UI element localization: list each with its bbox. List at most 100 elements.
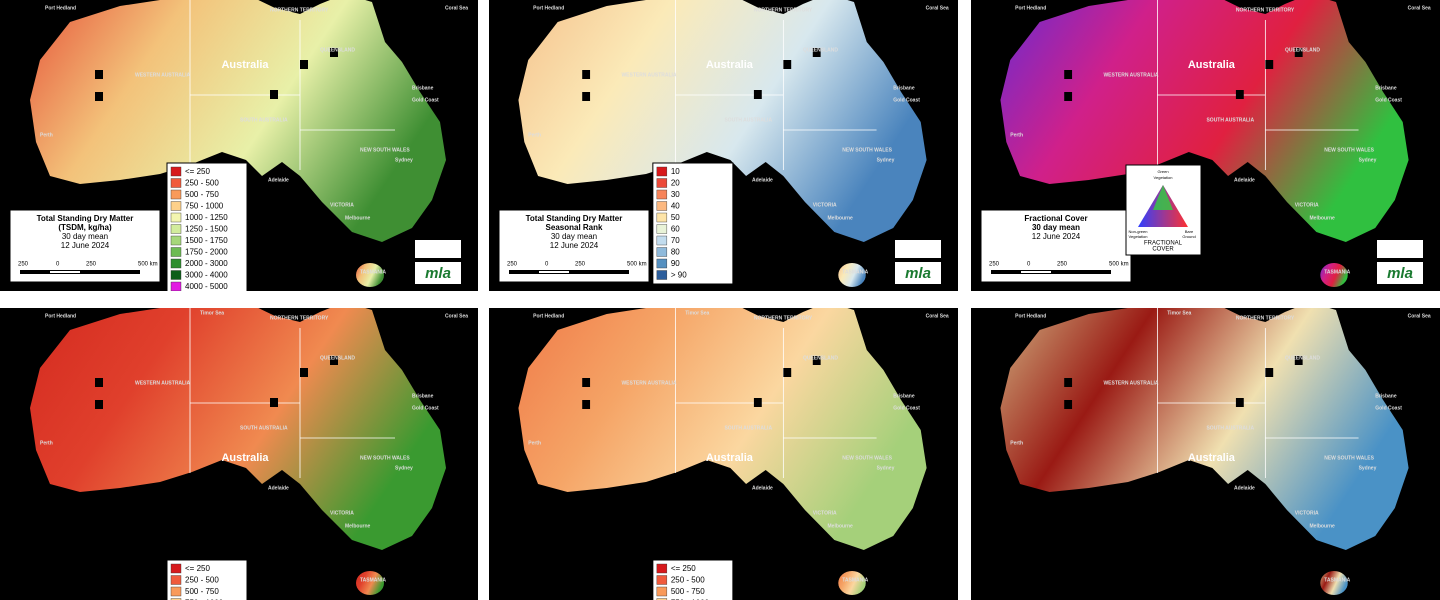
legend-swatch: [170, 201, 182, 211]
title-line: 12 June 2024: [550, 241, 599, 250]
place-label: Perth: [1010, 132, 1023, 138]
data-gap: [300, 60, 308, 69]
legend-swatch: [656, 598, 668, 600]
legend-swatch: [656, 563, 668, 574]
place-label: Port Hedland: [1015, 5, 1046, 11]
place-label: Sydney: [877, 465, 895, 471]
place-label: Brisbane: [412, 393, 434, 399]
data-gap: [1064, 92, 1073, 101]
place-label: Perth: [40, 440, 53, 446]
ternary-label: Bare: [1185, 229, 1194, 234]
place-label: WESTERN AUSTRALIA: [135, 380, 190, 386]
legend-label: 500 - 750: [671, 587, 705, 596]
scale-label: 500 km: [138, 262, 158, 268]
scale-label: 500 km: [1109, 262, 1129, 268]
legend-label: 60: [671, 225, 680, 234]
place-label: SOUTH AUSTRALIA: [1206, 425, 1254, 431]
ternary-label: Vegetation: [1154, 175, 1173, 180]
scale-label: 500 km: [627, 262, 647, 268]
data-gap: [1235, 90, 1244, 99]
place-label: Perth: [40, 132, 53, 138]
logo-box: [415, 262, 461, 284]
data-gap: [582, 378, 591, 387]
legend-label: 750 - 1000: [671, 599, 710, 600]
place-label: SOUTH AUSTRALIA: [240, 117, 288, 123]
legend-label: <= 250: [185, 167, 210, 176]
scale-bar-seg: [1021, 271, 1051, 273]
place-label: Melbourne: [1310, 523, 1335, 529]
place-label: Perth: [528, 440, 541, 446]
land: [30, 0, 446, 242]
place-label: Sydney: [1359, 465, 1377, 471]
place-label: QUEENSLAND: [1285, 47, 1320, 53]
place-label: QUEENSLAND: [320, 355, 355, 361]
data-gap: [1235, 398, 1244, 407]
legend-swatch: [656, 575, 668, 585]
logo-box: [1377, 240, 1423, 258]
place-label: SOUTH AUSTRALIA: [724, 117, 772, 123]
map: [30, 0, 446, 287]
legend-label: 70: [671, 236, 680, 245]
place-label: Adelaide: [752, 485, 773, 491]
place-label: VICTORIA: [330, 510, 354, 516]
data-gap: [270, 398, 278, 407]
land: [1000, 0, 1409, 242]
place-label: NORTHERN TERRITORY: [1236, 7, 1295, 13]
country-label: Australia: [706, 59, 754, 71]
place-label: Adelaide: [752, 177, 773, 183]
legend-swatch: [656, 247, 668, 257]
place-label: NEW SOUTH WALES: [360, 147, 410, 153]
data-gap: [1064, 400, 1073, 409]
place-label: Port Hedland: [45, 313, 76, 319]
place-label: Brisbane: [893, 393, 915, 399]
place-label: Gold Coast: [1375, 97, 1402, 103]
map: [518, 308, 927, 595]
map-panel: Port Hedland NORTHERN TERRITORY QUEENSLAND…: [971, 308, 1440, 600]
place-label: Coral Sea: [926, 5, 949, 11]
legend-swatch: [656, 201, 668, 211]
scale-bar-seg: [539, 271, 569, 273]
data-gap: [582, 92, 591, 101]
legend-label: 1500 - 1750: [185, 236, 228, 245]
place-label: NEW SOUTH WALES: [360, 455, 410, 461]
legend-label: <= 250: [671, 564, 696, 573]
legend-label: > 90: [671, 271, 687, 280]
data-gap: [95, 400, 103, 409]
place-label: QUEENSLAND: [803, 47, 838, 53]
state-borders: [189, 0, 395, 170]
scale-label: 250: [18, 262, 29, 268]
data-gap: [783, 60, 792, 69]
legend-label: 750 - 1000: [185, 202, 224, 211]
place-label: Melbourne: [828, 523, 853, 529]
tasmania: [356, 263, 384, 287]
place-label: QUEENSLAND: [803, 355, 838, 361]
data-gap: [753, 90, 762, 99]
scale-label: 250: [989, 262, 1000, 268]
place-label: NEW SOUTH WALES: [842, 147, 892, 153]
legend-label: 1750 - 2000: [185, 248, 228, 257]
map-panel: Port Hedland NORTHERN TERRITORY QUEENSLAND…: [489, 308, 958, 600]
place-label: NORTHERN TERRITORY: [1236, 315, 1295, 321]
map: [518, 0, 927, 287]
legend-swatch: [170, 270, 182, 280]
place-label: WESTERN AUSTRALIA: [135, 72, 190, 78]
legend-label: > 5000: [185, 294, 210, 303]
data-gap: [95, 92, 103, 101]
place-label: Gold Coast: [412, 97, 439, 103]
legend-label: 50: [671, 213, 680, 222]
map: [1000, 308, 1409, 595]
legend-swatch: [656, 224, 668, 234]
scale-label: 0: [1027, 262, 1031, 268]
place-label: NORTHERN TERRITORY: [270, 315, 329, 321]
land: [1000, 308, 1409, 550]
state-borders: [1157, 0, 1359, 170]
legend-swatch: [170, 575, 182, 585]
title-line: 30 day mean: [1032, 223, 1080, 232]
map: [1000, 0, 1409, 287]
place-label: WESTERN AUSTRALIA: [1103, 380, 1158, 386]
data-gap: [812, 356, 821, 365]
land: [518, 308, 927, 550]
tasmania: [1320, 263, 1348, 287]
place-label: Port Hedland: [45, 5, 76, 11]
